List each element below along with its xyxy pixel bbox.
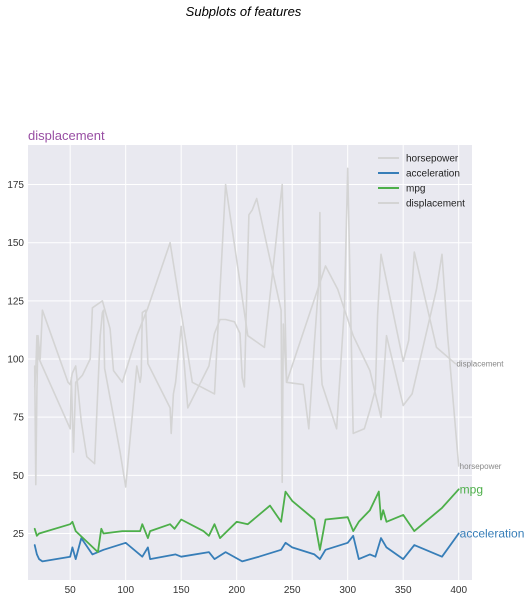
y-tick-label: 125 <box>7 296 24 307</box>
x-tick-label: 400 <box>450 585 467 596</box>
axes-title: displacement <box>28 128 105 143</box>
x-tick-label: 100 <box>117 585 134 596</box>
y-tick-label: 175 <box>7 180 24 191</box>
series-end-label-horsepower: horsepower <box>460 462 502 471</box>
y-tick-label: 100 <box>7 355 24 366</box>
x-tick-label: 200 <box>228 585 245 596</box>
y-tick-label: 50 <box>13 471 25 482</box>
y-tick-label: 150 <box>7 238 24 249</box>
plot-area <box>28 145 472 580</box>
legend-label-displacement: displacement <box>406 199 465 210</box>
legend-label-horsepower: horsepower <box>406 154 459 165</box>
series-end-label-displacement: displacement <box>456 360 504 369</box>
y-tick-label: 75 <box>13 413 25 424</box>
y-tick-label: 25 <box>13 529 25 540</box>
x-tick-label: 50 <box>65 585 77 596</box>
legend: horsepower acceleration mpg displacement <box>378 154 465 210</box>
series-line-acceleration <box>33 532 460 563</box>
series-line-displacement <box>33 167 457 488</box>
figure-title: Subplots of features <box>185 4 302 19</box>
legend-label-acceleration: acceleration <box>406 169 460 180</box>
series-end-label-acceleration: acceleration <box>460 526 525 540</box>
series-line-mpg <box>33 488 460 553</box>
series-line-horsepower <box>33 183 460 467</box>
x-tick-label: 150 <box>173 585 190 596</box>
x-tick-label: 300 <box>339 585 356 596</box>
x-tick-label: 250 <box>284 585 301 596</box>
series-end-label-mpg: mpg <box>460 482 483 496</box>
legend-label-mpg: mpg <box>406 184 425 195</box>
x-tick-label: 350 <box>395 585 412 596</box>
